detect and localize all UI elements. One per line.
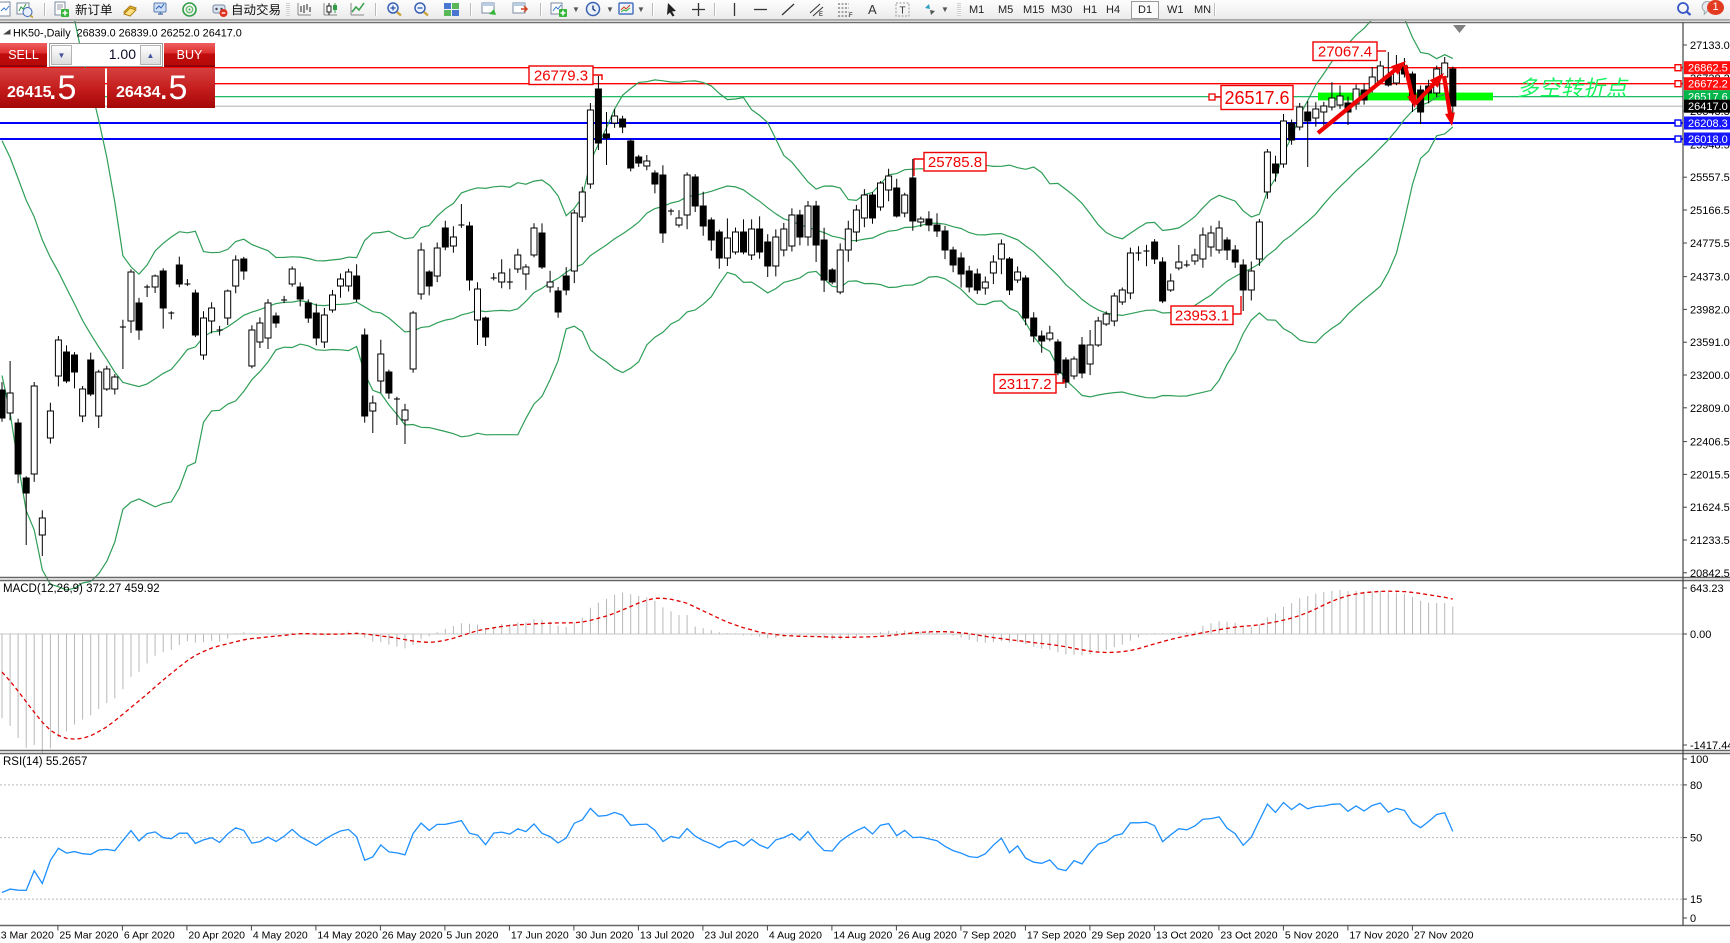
svg-text:HK50-,Daily 26839.0 26839.0 2: HK50-,Daily 26839.0 26839.0 26252.0 2641… (13, 28, 242, 40)
svg-text:23 Oct 2020: 23 Oct 2020 (1220, 930, 1277, 942)
svg-text:MACD(12,26,9) 372.27 459.92: MACD(12,26,9) 372.27 459.92 (3, 583, 160, 595)
svg-text:0: 0 (1690, 913, 1696, 925)
svg-text:21233.5: 21233.5 (1690, 535, 1730, 547)
svg-text:0.00: 0.00 (1690, 629, 1711, 641)
svg-text:26417.0: 26417.0 (1688, 101, 1728, 113)
svg-text:23117.2: 23117.2 (998, 376, 1051, 393)
svg-text:24775.5: 24775.5 (1690, 238, 1730, 250)
svg-text:7 Sep 2020: 7 Sep 2020 (962, 930, 1016, 942)
svg-text:4 Aug 2020: 4 Aug 2020 (769, 930, 822, 942)
svg-text:23 Jul 2020: 23 Jul 2020 (704, 930, 758, 942)
svg-text:21624.5: 21624.5 (1690, 502, 1730, 514)
svg-text:22015.5: 22015.5 (1690, 469, 1730, 481)
svg-text:26862.5: 26862.5 (1688, 63, 1728, 75)
svg-text:13 Mar 2020: 13 Mar 2020 (0, 930, 54, 942)
svg-text:17 Sep 2020: 17 Sep 2020 (1027, 930, 1087, 942)
svg-text:80: 80 (1690, 780, 1702, 792)
svg-text:27133.0: 27133.0 (1690, 40, 1730, 52)
svg-text:22809.0: 22809.0 (1690, 403, 1730, 415)
svg-text:26517.6: 26517.6 (1224, 88, 1289, 108)
svg-text:5 Nov 2020: 5 Nov 2020 (1285, 930, 1339, 942)
svg-text:26018.0: 26018.0 (1688, 134, 1728, 146)
svg-text:17 Nov 2020: 17 Nov 2020 (1349, 930, 1409, 942)
svg-text:25 Mar 2020: 25 Mar 2020 (59, 930, 118, 942)
svg-text:23200.0: 23200.0 (1690, 370, 1730, 382)
svg-text:15: 15 (1690, 894, 1702, 906)
svg-text:20842.5: 20842.5 (1690, 568, 1730, 580)
svg-text:26672.2: 26672.2 (1688, 79, 1728, 91)
svg-text:23953.1: 23953.1 (1175, 308, 1229, 325)
svg-text:27067.4: 27067.4 (1318, 44, 1372, 61)
svg-text:13 Oct 2020: 13 Oct 2020 (1156, 930, 1213, 942)
svg-text:26208.3: 26208.3 (1688, 118, 1728, 130)
svg-text:23982.0: 23982.0 (1690, 304, 1730, 316)
svg-text:100: 100 (1690, 754, 1708, 766)
svg-text:23591.0: 23591.0 (1690, 337, 1730, 349)
svg-text:14 May 2020: 14 May 2020 (317, 930, 378, 942)
svg-text:30 Jun 2020: 30 Jun 2020 (575, 930, 633, 942)
svg-text:6 Apr 2020: 6 Apr 2020 (124, 930, 175, 942)
svg-text:643.23: 643.23 (1690, 583, 1724, 595)
svg-text:26 Aug 2020: 26 Aug 2020 (898, 930, 957, 942)
svg-text:4 May 2020: 4 May 2020 (253, 930, 308, 942)
svg-text:E: E (819, 12, 823, 18)
svg-text:22406.5: 22406.5 (1690, 437, 1730, 449)
svg-text:25557.5: 25557.5 (1690, 172, 1730, 184)
svg-text:25785.8: 25785.8 (928, 154, 982, 171)
svg-text:26 May 2020: 26 May 2020 (382, 930, 443, 942)
svg-text:29 Sep 2020: 29 Sep 2020 (1091, 930, 1151, 942)
svg-text:RSI(14) 55.2657: RSI(14) 55.2657 (3, 756, 87, 768)
svg-text:-1417.44: -1417.44 (1690, 740, 1730, 752)
svg-text:24373.0: 24373.0 (1690, 272, 1730, 284)
svg-text:5 Jun 2020: 5 Jun 2020 (446, 930, 498, 942)
svg-text:17 Jun 2020: 17 Jun 2020 (511, 930, 569, 942)
svg-text:25166.5: 25166.5 (1690, 205, 1730, 217)
svg-text:27 Nov 2020: 27 Nov 2020 (1414, 930, 1474, 942)
svg-text:14 Aug 2020: 14 Aug 2020 (833, 930, 892, 942)
svg-text:50: 50 (1690, 833, 1702, 845)
svg-text:T: T (900, 6, 906, 17)
svg-text:F: F (849, 13, 853, 18)
svg-text:13 Jul 2020: 13 Jul 2020 (640, 930, 694, 942)
svg-text:26779.3: 26779.3 (534, 68, 588, 85)
svg-text:20 Apr 2020: 20 Apr 2020 (188, 930, 245, 942)
